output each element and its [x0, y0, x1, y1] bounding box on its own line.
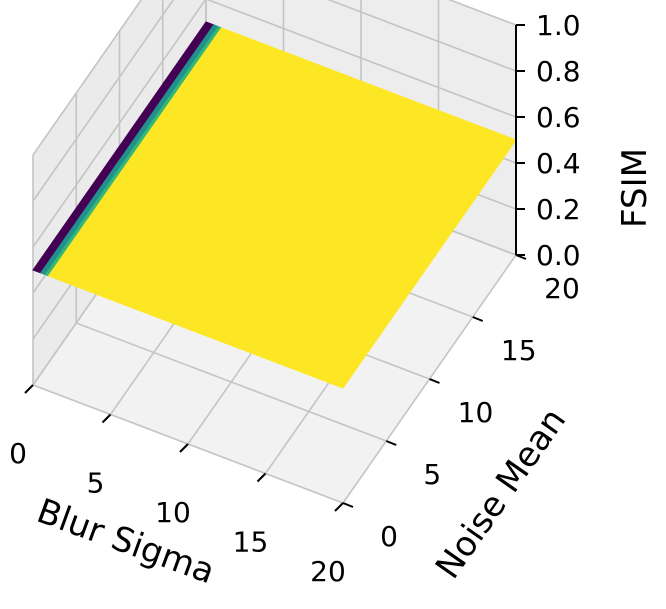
grid-left-z	[32, 0, 207, 248]
surface	[32, 21, 517, 389]
z-tick-label: 0.6	[536, 101, 581, 134]
x-tick-label: 15	[233, 526, 269, 559]
y-tick-mark	[342, 502, 354, 508]
y-tick-mark	[385, 440, 397, 446]
x-tick-mark	[179, 443, 189, 453]
x-tick-mark	[256, 472, 267, 483]
x-tick-label: 5	[87, 467, 105, 500]
x-tick-label: 0	[9, 437, 27, 470]
z-tick-label: 0.0	[536, 239, 581, 272]
grid-back-z	[206, 0, 517, 118]
grid-left-z	[32, 0, 175, 202]
z-tick-label: 1.0	[536, 9, 581, 42]
y-tick-label: 15	[501, 334, 537, 367]
y-tick-label: 5	[423, 458, 441, 491]
y-tick-label: 10	[458, 396, 494, 429]
grid-floor-y	[75, 322, 387, 442]
x-axis-title: Blur Sigma	[32, 491, 220, 592]
z-axis-title: FSIM	[615, 148, 655, 228]
x-tick-mark	[24, 384, 34, 394]
y-tick-label: 20	[544, 272, 580, 305]
grid-back-z	[327, 0, 517, 72]
z-tick-label: 0.8	[536, 55, 581, 88]
y-tick-mark	[429, 378, 440, 384]
x-tick-mark	[334, 502, 344, 512]
z-tick-label: 0.2	[536, 193, 581, 226]
tick-marks	[24, 24, 527, 512]
x-tick-label: 10	[155, 496, 191, 529]
y-tick-mark	[472, 316, 484, 322]
grid-back-z	[448, 0, 517, 26]
y-axis-title: Noise Mean	[428, 401, 574, 586]
z-tick-label: 0.4	[536, 147, 581, 180]
y-tick-label: 0	[380, 520, 398, 553]
grid-left-z	[32, 0, 143, 156]
x-tick-mark	[101, 413, 112, 424]
x-tick-label: 20	[310, 555, 346, 588]
